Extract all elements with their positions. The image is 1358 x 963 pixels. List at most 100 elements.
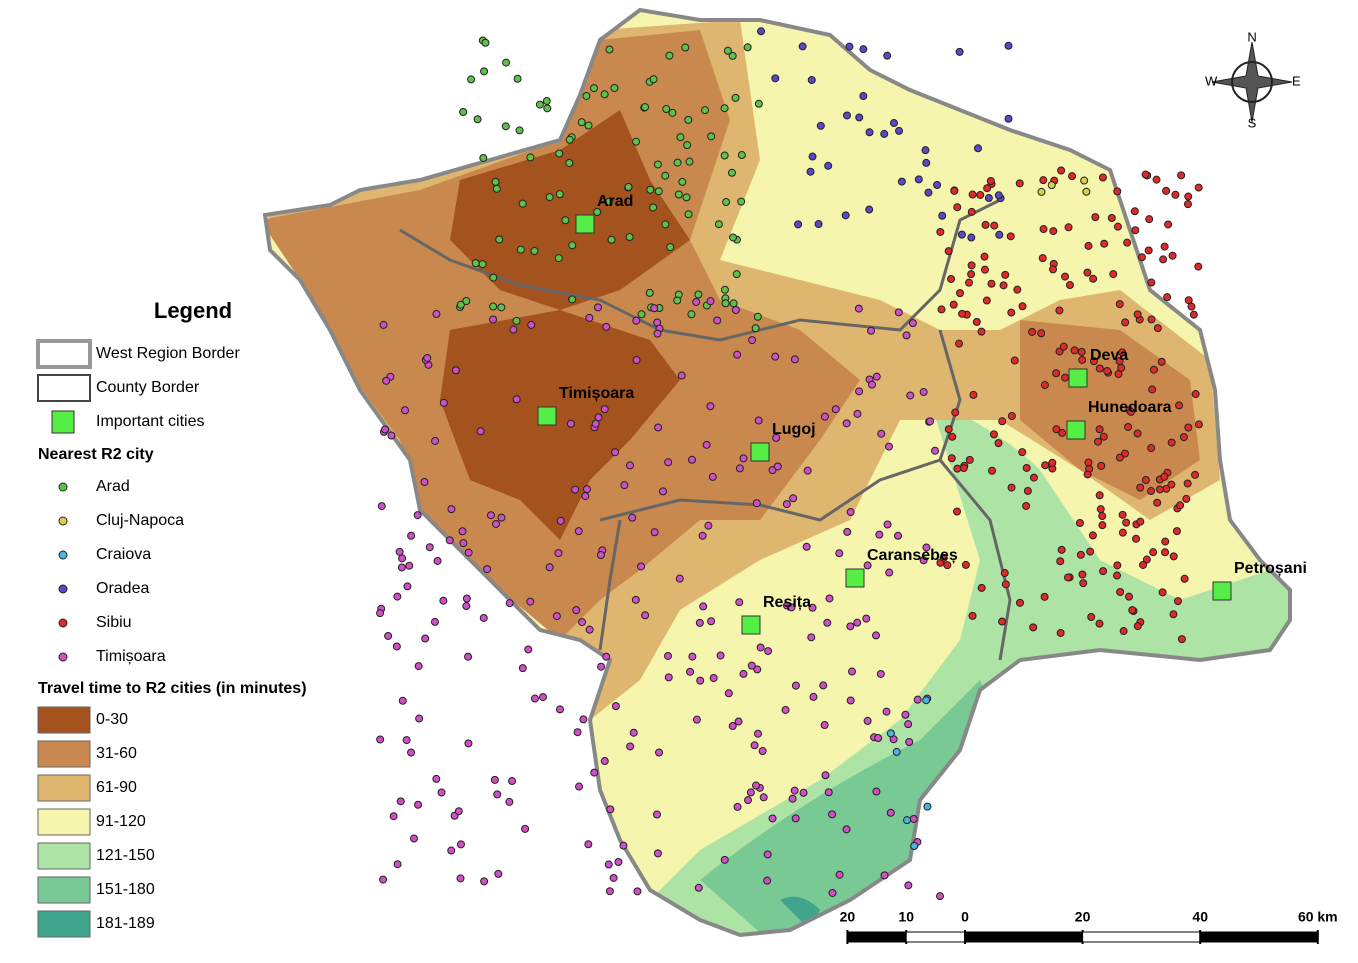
settlement (984, 194, 993, 203)
settlement (734, 717, 743, 726)
settlement (831, 405, 840, 414)
settlement (707, 132, 716, 141)
city-label: Caransebeș (867, 547, 958, 564)
settlement (722, 198, 731, 207)
settlement (632, 356, 641, 365)
settlement (1179, 433, 1188, 442)
settlement (764, 647, 773, 656)
settlement (904, 881, 913, 890)
settlement (1149, 365, 1158, 374)
settlement (965, 455, 974, 464)
settlement (1158, 588, 1167, 597)
settlement (944, 247, 953, 256)
settlement (516, 245, 525, 254)
settlement (1117, 363, 1126, 372)
settlement (489, 273, 498, 282)
settlement (757, 27, 766, 36)
settlement (694, 883, 703, 892)
settlement (1124, 422, 1133, 431)
settlement (729, 233, 738, 242)
settlement (661, 171, 670, 180)
settlement (687, 310, 696, 319)
settlement (908, 319, 917, 328)
scale-label: 0 (961, 909, 969, 925)
settlement (611, 448, 620, 457)
legend-swatch (36, 339, 92, 369)
settlement (479, 153, 488, 162)
settlement (1182, 494, 1191, 503)
settlement (953, 203, 962, 212)
settlement (910, 841, 919, 850)
settlement (1099, 567, 1108, 576)
settlement (629, 728, 638, 737)
travel-zone (450, 110, 690, 310)
settlement (688, 652, 697, 661)
settlement (1004, 41, 1013, 50)
legend-swatch (37, 910, 91, 938)
scale-label: 40 (1192, 909, 1208, 925)
city-marker (1066, 420, 1086, 440)
settlement (1147, 315, 1156, 324)
settlement (396, 797, 405, 806)
settlement (1049, 265, 1058, 274)
settlement (835, 549, 844, 558)
settlement (1187, 302, 1196, 311)
settlement (989, 430, 998, 439)
settlement (376, 735, 385, 744)
settlement (967, 261, 976, 270)
settlement (1113, 187, 1122, 196)
settlement (729, 299, 738, 308)
settlement (1136, 517, 1145, 526)
settlement (542, 97, 551, 106)
settlement (464, 548, 473, 557)
settlement (462, 297, 471, 306)
settlement (872, 631, 881, 640)
settlement (456, 300, 465, 309)
settlement (464, 739, 473, 748)
settlement (1098, 512, 1107, 521)
settlement (674, 190, 683, 199)
settlement (462, 602, 471, 611)
settlement (581, 492, 590, 501)
settlement (820, 721, 829, 730)
settlement (720, 151, 729, 160)
settlement (990, 221, 999, 230)
settlement (590, 768, 599, 777)
settlements (376, 27, 1203, 901)
settlement (709, 673, 718, 682)
legend-label: 181-189 (96, 915, 155, 932)
settlement (673, 158, 682, 167)
legend-label: Arad (96, 478, 130, 495)
settlement (462, 594, 471, 603)
city-label: Reșița (763, 594, 811, 611)
settlement (716, 651, 725, 660)
settlement (685, 157, 694, 166)
settlement (604, 860, 613, 869)
settlement (935, 892, 944, 901)
settlement (1153, 498, 1162, 507)
settlement (1057, 166, 1066, 175)
settlement (1029, 623, 1038, 632)
settlement (758, 747, 767, 756)
settlement (637, 562, 646, 571)
settlement (1013, 285, 1022, 294)
settlement (763, 850, 772, 859)
settlement (1164, 220, 1173, 229)
settlement (1159, 255, 1168, 264)
city-marker (1212, 581, 1232, 601)
scale-label: 20 (840, 909, 856, 925)
settlement (1133, 429, 1142, 438)
settlement (620, 481, 629, 490)
settlement (676, 133, 685, 142)
settlement (423, 353, 432, 362)
city-label: Hunedoara (1088, 399, 1172, 416)
settlement (1118, 510, 1127, 519)
settlement (1037, 187, 1046, 196)
settlement (458, 527, 467, 536)
settlement (582, 485, 591, 494)
settlement (824, 788, 833, 797)
settlement (923, 802, 932, 811)
settlement (884, 442, 893, 451)
settlement (491, 519, 500, 528)
settlement (791, 681, 800, 690)
